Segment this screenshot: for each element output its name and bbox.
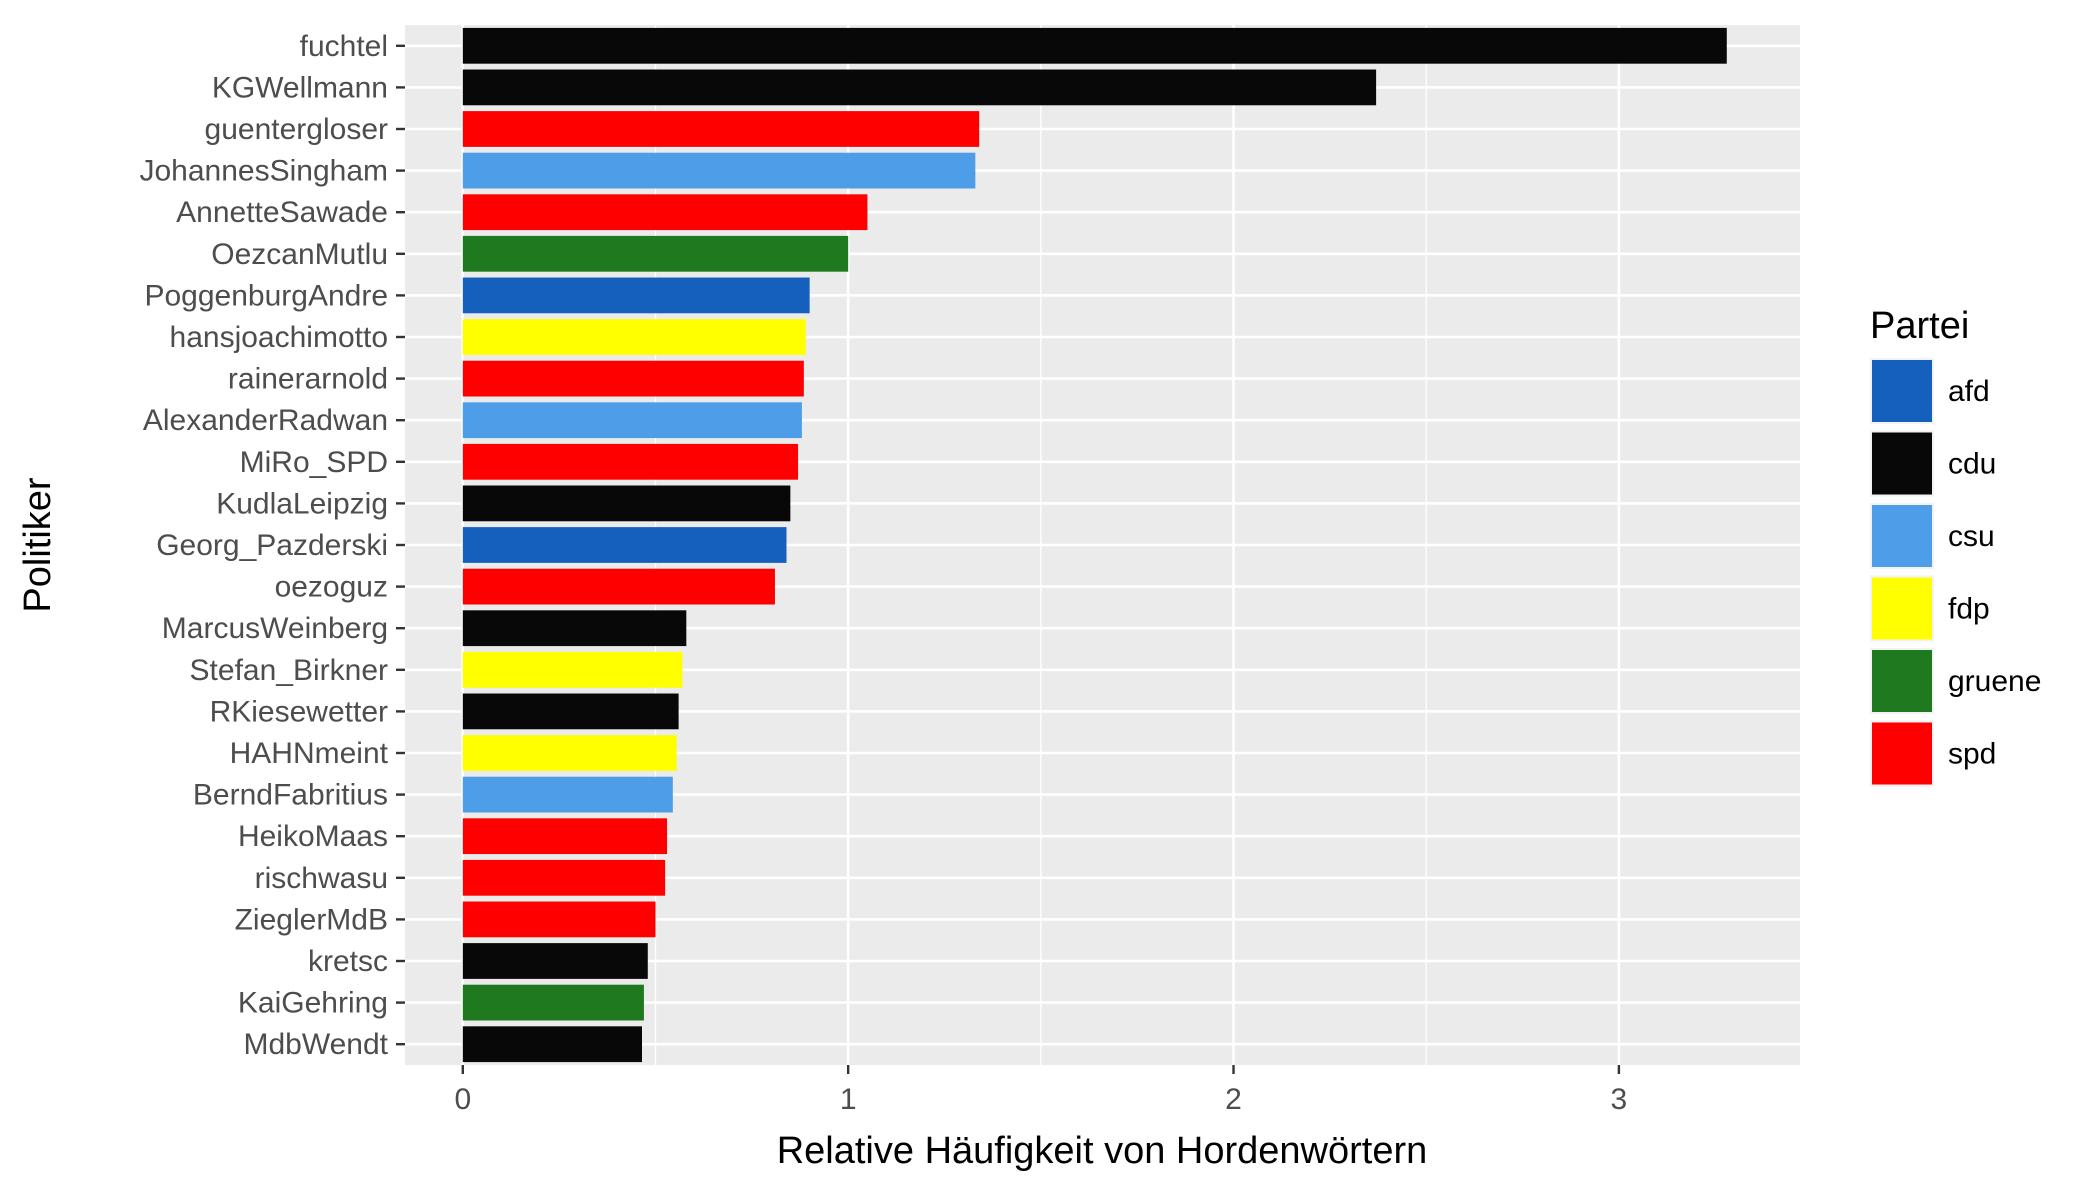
y-tick-label: ZieglerMdB: [235, 903, 388, 936]
y-tick-label: RKiesewetter: [210, 695, 388, 728]
legend: Partei afd cdu csu fdp gruene spd: [1870, 305, 2041, 787]
y-tick-label: AlexanderRadwan: [143, 404, 388, 437]
bars: [462, 27, 1727, 1063]
y-tick-label: guentergloser: [205, 113, 388, 146]
y-tick-label: KaiGehring: [238, 987, 388, 1020]
legend-swatch-cdu: [1872, 432, 1932, 495]
bar-HAHNmeint: [462, 735, 677, 771]
y-axis: fuchtel KGWellmann guentergloser JohannesSi…: [139, 30, 405, 1061]
legend-label-fdp: fdp: [1948, 593, 1990, 626]
y-tick-label: AnnetteSawade: [176, 196, 388, 229]
legend-swatch-spd: [1872, 722, 1932, 785]
y-tick-label: JohannesSingham: [139, 155, 388, 188]
bar-AnnetteSawade: [462, 194, 868, 231]
bar-KaiGehring: [462, 984, 644, 1021]
bar-Stefan_Birkner: [462, 651, 683, 688]
legend-label-cdu: cdu: [1948, 448, 1996, 481]
bar-OezcanMutlu: [462, 235, 849, 272]
legend-label-gruene: gruene: [1948, 665, 2041, 698]
bar-Georg_Pazderski: [462, 527, 787, 563]
y-tick-label: rainerarnold: [228, 363, 388, 396]
bar-HeikoMaas: [462, 818, 668, 855]
bar-rischwasu: [462, 859, 666, 896]
y-tick-label: PoggenburgAndre: [144, 279, 388, 312]
x-tick-label: 2: [1225, 1083, 1242, 1116]
bar-rainerarnold: [462, 360, 804, 397]
y-tick-label: rischwasu: [255, 862, 388, 895]
x-tick-label: 0: [454, 1083, 471, 1116]
bar-hansjoachimotto: [462, 319, 806, 355]
bar-oezoguz: [462, 568, 775, 605]
y-tick-label: HeikoMaas: [238, 820, 388, 853]
legend-label-afd: afd: [1948, 375, 1990, 408]
bar-KGWellmann: [462, 69, 1377, 106]
bar-kretsc: [462, 943, 648, 979]
y-tick-label: KudlaLeipzig: [216, 487, 388, 520]
legend-label-csu: csu: [1948, 520, 1995, 553]
y-axis-title: Politiker: [17, 477, 59, 612]
legend-title: Partei: [1870, 305, 1969, 347]
y-tick-label: Georg_Pazderski: [156, 529, 388, 562]
bar-PoggenburgAndre: [462, 277, 810, 314]
bar-MdbWendt: [462, 1026, 642, 1063]
y-tick-label: hansjoachimotto: [170, 321, 388, 354]
x-axis-title: Relative Häufigkeit von Hordenwörtern: [777, 1130, 1428, 1172]
y-tick-label: KGWellmann: [212, 71, 388, 104]
y-tick-label: MarcusWeinberg: [162, 612, 388, 645]
y-tick-label: MdbWendt: [243, 1028, 388, 1061]
legend-swatch-gruene: [1872, 650, 1932, 712]
legend-swatch-afd: [1872, 360, 1932, 422]
y-tick-label: OezcanMutlu: [211, 238, 388, 271]
bar-guentergloser: [462, 111, 980, 147]
x-axis: 0 1 2 3: [454, 1065, 1627, 1116]
y-tick-label: kretsc: [308, 945, 388, 978]
bar-AlexanderRadwan: [462, 402, 802, 439]
bar-MarcusWeinberg: [462, 610, 687, 647]
y-tick-label: fuchtel: [300, 30, 388, 63]
legend-label-spd: spd: [1948, 738, 1996, 771]
bar-ZieglerMdB: [462, 901, 656, 938]
y-tick-label: oezoguz: [275, 571, 388, 604]
bar-KudlaLeipzig: [462, 485, 791, 522]
y-tick-label: Stefan_Birkner: [190, 654, 388, 687]
x-tick-label: 1: [840, 1083, 857, 1116]
bar-JohannesSingham: [462, 152, 976, 189]
bar-RKiesewetter: [462, 693, 679, 730]
bar-fuchtel: [462, 27, 1727, 64]
y-tick-label: BerndFabritius: [193, 779, 388, 812]
y-tick-label: MiRo_SPD: [240, 446, 388, 479]
legend-swatch-fdp: [1872, 577, 1932, 640]
legend-swatch-csu: [1872, 505, 1932, 567]
y-tick-label: HAHNmeint: [230, 737, 389, 770]
x-tick-label: 3: [1611, 1083, 1628, 1116]
bar-BerndFabritius: [462, 776, 673, 813]
bar-MiRo_SPD: [462, 443, 799, 480]
